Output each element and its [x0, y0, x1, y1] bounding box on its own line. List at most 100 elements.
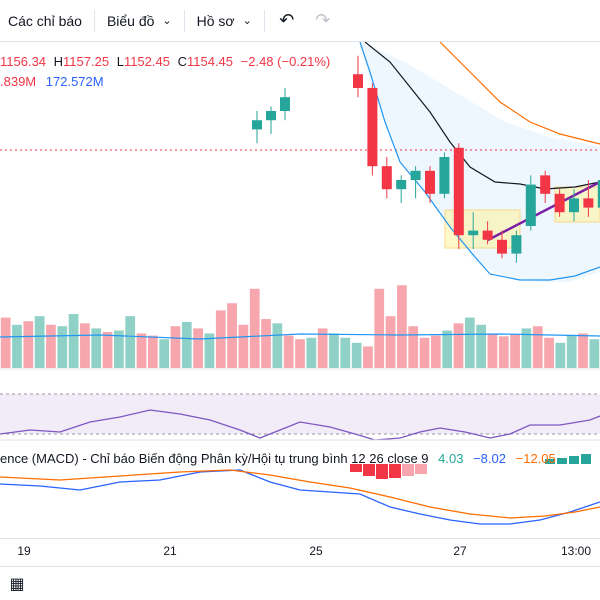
volume-bar — [408, 326, 419, 368]
volume-bar — [487, 333, 498, 368]
close-key: C — [177, 54, 187, 69]
volume-bar — [46, 324, 56, 368]
volume-bar — [306, 337, 317, 368]
trend-line — [487, 180, 600, 242]
volume-bar — [363, 346, 373, 368]
volume-bar — [589, 339, 600, 368]
volume-bar — [374, 288, 385, 368]
volume-bar — [283, 335, 294, 368]
candle-body — [252, 120, 262, 130]
volume-bar — [215, 310, 226, 368]
volume-bar — [0, 317, 11, 368]
candle-body — [280, 97, 290, 111]
volume-bar — [34, 316, 45, 368]
volume-bar — [510, 334, 520, 368]
undo-icon: ↶ — [279, 10, 295, 30]
volume-bar — [498, 336, 509, 368]
date-range-icon[interactable]: ▦ — [9, 575, 25, 593]
volume-bar — [114, 330, 124, 368]
indicators-label: Các chỉ báo — [8, 12, 82, 29]
macd-hist-bar — [389, 464, 401, 478]
volume-bar — [170, 326, 181, 368]
volume-bar — [340, 337, 351, 368]
toolbar-divider — [263, 9, 265, 32]
rsi-line — [0, 409, 600, 441]
toolbar-divider — [93, 9, 95, 32]
volume-bar — [442, 330, 453, 368]
candle-body — [497, 239, 507, 254]
macd-hist-bar — [581, 454, 591, 464]
redo-icon: ↷ — [315, 10, 331, 30]
candles-layer — [252, 55, 600, 263]
bollinger-lower-line — [359, 42, 600, 281]
volume-bar — [204, 333, 215, 368]
open-value: 1156.34 — [0, 54, 47, 69]
indicators-button[interactable]: Các chỉ báo — [0, 0, 90, 42]
volume-bar — [181, 321, 192, 368]
volume-bar — [12, 324, 22, 368]
macd-legend[interactable]: ence (MACD) - Chỉ báo Biến động Phân kỳ/… — [0, 451, 556, 466]
time-tick: 21 — [163, 544, 177, 558]
price-chart[interactable] — [0, 42, 600, 562]
candle-body — [266, 111, 276, 121]
high-value: 1157.25 — [63, 54, 110, 69]
candle-body — [367, 88, 378, 167]
profile-menu-label: Hồ sơ — [196, 12, 235, 29]
volume-bar — [476, 324, 486, 368]
macd-hist-bar — [569, 456, 579, 464]
volume-bar — [23, 321, 34, 368]
time-tick: 19 — [17, 544, 31, 558]
macd-value: −8.02 — [473, 451, 506, 466]
candle-body — [453, 147, 464, 236]
volume-bar — [532, 326, 543, 368]
low-key: L — [116, 54, 124, 69]
high-key: H — [53, 54, 64, 69]
volume-bar — [453, 323, 464, 368]
ohlc-row: 1156.34 H1157.25 L1152.45 C1154.45 −2.48… — [0, 52, 334, 72]
low-value: 1152.45 — [123, 54, 170, 69]
chevron-down-icon: ⌄ — [162, 15, 172, 27]
macd-hist-bar — [415, 464, 427, 474]
candle-body — [540, 175, 551, 194]
macd-hist-bar — [402, 464, 414, 476]
volume-bar — [544, 337, 554, 368]
volume-bar — [159, 339, 170, 368]
candle-body — [353, 74, 363, 88]
time-tick: 25 — [309, 544, 323, 558]
volume-bar — [57, 326, 68, 368]
volume-bar — [521, 328, 532, 368]
volume-bar — [555, 342, 566, 368]
time-axis[interactable]: 19 21 25 27 13:00 — [0, 538, 600, 562]
volume-bar — [464, 317, 475, 368]
candle-body — [410, 170, 421, 180]
chart-menu-button[interactable]: Biểu đồ ⌄ — [99, 0, 180, 42]
volume-bar — [578, 333, 588, 368]
volume-row: .839M 172.572M — [0, 72, 334, 92]
volume-bar — [329, 333, 339, 368]
volume-bar — [193, 328, 203, 368]
chart-area[interactable] — [0, 42, 600, 562]
volume-bar — [385, 316, 396, 368]
redo-button[interactable]: ↷ — [305, 0, 341, 42]
volume-bar — [238, 324, 249, 368]
signal-line — [0, 469, 600, 519]
bollinger-band-fill — [360, 42, 600, 282]
volume-bar — [249, 288, 260, 368]
volume-ma-value: 172.572M — [45, 74, 104, 89]
macd-hist-bar — [557, 458, 567, 464]
ohlc-legend: 1156.34 H1157.25 L1152.45 C1154.45 −2.48… — [0, 52, 334, 92]
toolbar-divider — [183, 9, 185, 32]
profile-menu-button[interactable]: Hồ sơ ⌄ — [189, 0, 260, 42]
signal-value: −12.05 — [515, 451, 556, 466]
undo-button[interactable]: ↶ — [269, 0, 305, 42]
change-value: −2.48 (−0.21%) — [240, 54, 331, 69]
macd-hist-bar — [545, 459, 555, 464]
candle-body — [381, 166, 392, 190]
volume-bar — [68, 314, 79, 368]
candle-body — [439, 157, 450, 194]
top-toolbar: Các chỉ báo Biểu đồ ⌄ Hồ sơ ⌄ ↶ ↷ — [0, 0, 600, 42]
volume-bar — [147, 335, 158, 368]
volume-layer — [0, 285, 600, 368]
volume-ma-line — [0, 333, 600, 340]
candle-body — [597, 180, 600, 208]
